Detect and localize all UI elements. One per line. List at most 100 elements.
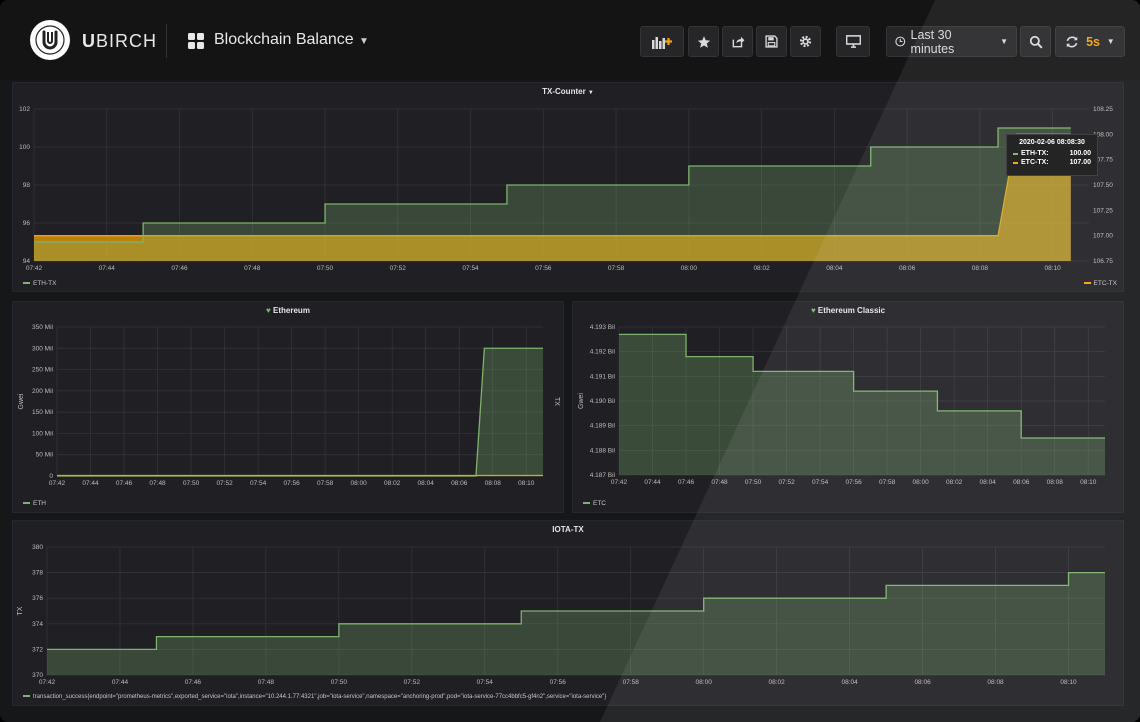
x-tick-label: 08:10 <box>1080 479 1097 486</box>
legend-item-eth-tx[interactable]: ETH-TX <box>23 280 56 287</box>
y-tick-label: 374 <box>32 621 43 628</box>
legend-item-etc[interactable]: ETC <box>583 500 606 507</box>
panel-title[interactable]: IOTA-TX <box>552 525 584 534</box>
legend-item-eth[interactable]: ETH <box>23 500 46 507</box>
refresh-button[interactable]: 5s ▼ <box>1055 26 1125 57</box>
x-tick-label: 08:02 <box>753 265 770 272</box>
share-dashboard-button[interactable] <box>722 26 753 57</box>
x-tick-label: 07:58 <box>317 480 334 487</box>
chevron-down-icon[interactable]: ▼ <box>359 36 369 47</box>
x-tick-label: 08:00 <box>696 679 713 686</box>
legend-item-etc-tx[interactable]: ETC-TX <box>1083 280 1117 287</box>
x-tick-label: 07:44 <box>82 480 99 487</box>
x-tick-label: 07:54 <box>250 480 267 487</box>
save-dashboard-button[interactable] <box>756 26 787 57</box>
x-tick-label: 08:08 <box>987 679 1004 686</box>
x-tick-label: 08:04 <box>418 480 435 487</box>
x-tick-label: 07:44 <box>112 679 129 686</box>
x-tick-label: 07:46 <box>171 265 188 272</box>
iota-series-area <box>47 572 1105 675</box>
x-tick-label: 07:52 <box>216 480 233 487</box>
x-tick-label: 07:48 <box>244 265 261 272</box>
y-tick-label: 378 <box>32 570 43 577</box>
zoom-out-button[interactable] <box>1020 26 1051 57</box>
refresh-interval-label: 5s <box>1086 34 1100 49</box>
x-tick-label: 07:52 <box>404 679 421 686</box>
tooltip-date: 2020-02-06 08:08:30 <box>1019 139 1085 146</box>
y2-tick-label: 108.00 <box>1093 131 1113 138</box>
x-tick-label: 07:48 <box>711 479 728 486</box>
top-navbar: UBIRCH Blockchain Balance ▼ <box>0 0 1140 80</box>
x-tick-label: 07:52 <box>390 265 407 272</box>
y-tick-label: 150 Mil <box>32 409 54 416</box>
monitor-icon <box>845 35 861 48</box>
star-dashboard-button[interactable] <box>688 26 719 57</box>
gear-icon <box>799 35 812 48</box>
y-tick-label: 102 <box>19 106 30 113</box>
navbar-divider <box>166 24 167 58</box>
x-tick-label: 07:48 <box>149 480 166 487</box>
x-tick-label: 07:46 <box>116 480 133 487</box>
y2-axis-label: TX <box>553 397 560 406</box>
x-tick-label: 08:00 <box>913 479 930 486</box>
dashboard-settings-button[interactable] <box>790 26 821 57</box>
x-tick-label: 07:42 <box>39 679 56 686</box>
y-tick-label: 376 <box>32 595 43 602</box>
chevron-down-icon: ▼ <box>1000 37 1008 46</box>
x-tick-label: 07:42 <box>611 479 628 486</box>
time-range-picker[interactable]: Last 30 minutes ▼ <box>886 26 1017 57</box>
y-tick-label: 250 Mil <box>32 367 54 374</box>
add-panel-button[interactable] <box>640 26 684 57</box>
x-tick-label: 07:54 <box>812 479 829 486</box>
x-tick-label: 07:50 <box>317 265 334 272</box>
x-tick-label: 08:06 <box>1013 479 1030 486</box>
x-tick-label: 07:50 <box>183 480 200 487</box>
iota-tx-chart[interactable]: 07:42 07:44 07:46 07:48 07:50 07:52 07:54 07:56… <box>13 521 1125 707</box>
x-tick-label: 08:10 <box>518 480 535 487</box>
legend-item-transaction-success[interactable]: transaction_success{endpoint="prometheus… <box>23 694 606 700</box>
x-tick-label: 07:56 <box>535 265 552 272</box>
refresh-icon <box>1066 36 1078 47</box>
panel-title[interactable]: ♥ Ethereum Classic <box>810 306 886 315</box>
ubirch-logo-icon <box>35 25 65 55</box>
tooltip-row: ETC-TX: 107.00 <box>1013 159 1091 166</box>
y-tick-label: 100 <box>19 144 30 151</box>
ethereum-classic-chart[interactable]: 07:42 07:44 07:46 07:48 07:50 07:52 07:54 07:56… <box>573 302 1125 514</box>
x-tick-label: 08:08 <box>1047 479 1064 486</box>
y-axis-label: Gwei <box>18 393 25 409</box>
x-tick-label: 07:46 <box>678 479 695 486</box>
y-tick-label: 94 <box>23 258 31 265</box>
y-tick-label: 4.191 Bil <box>590 373 616 380</box>
x-tick-label: 08:00 <box>681 265 698 272</box>
graph-tooltip: 2020-02-06 08:08:30 ETH-TX: 100.00 ETC-TX… <box>1006 134 1098 176</box>
panel-title[interactable]: ♥ Ethereum <box>266 306 310 315</box>
eth-tx-series-line <box>34 127 1071 243</box>
x-tick-label: 08:00 <box>351 480 368 487</box>
y2-tick-label: 107.25 <box>1093 207 1113 214</box>
ubirch-logo[interactable] <box>30 20 70 60</box>
x-tick-label: 07:42 <box>26 265 43 272</box>
x-tick-label: 07:44 <box>644 479 661 486</box>
cycle-view-mode-button[interactable] <box>836 26 870 57</box>
tx-counter-chart[interactable]: 07:42 07:44 07:46 07:48 07:50 07:52 07:54 07:56… <box>13 83 1125 293</box>
etc-series-area <box>619 334 1105 475</box>
x-tick-label: 08:06 <box>899 265 916 272</box>
x-tick-label: 08:06 <box>914 679 931 686</box>
x-tick-label: 07:42 <box>49 480 66 487</box>
etc-series-line <box>619 333 1105 439</box>
dashboard-grid-icon <box>188 33 204 49</box>
x-tick-label: 07:44 <box>99 265 116 272</box>
x-tick-label: 08:02 <box>946 479 963 486</box>
iota-series-line <box>47 571 1105 651</box>
panel-title[interactable]: TX-Counter ▼ <box>542 87 594 96</box>
y2-tick-label: 107.00 <box>1093 233 1113 240</box>
y-tick-label: 96 <box>23 220 31 227</box>
panel-tx-counter: TX-Counter ▼ 07:42 07:44 07:46 07:48 07:50 07… <box>12 82 1124 292</box>
dashboard-title[interactable]: Blockchain Balance <box>214 31 354 48</box>
y-tick-label: 0 <box>49 473 53 480</box>
chevron-down-icon: ▼ <box>1106 37 1115 46</box>
ethereum-chart[interactable]: 07:42 07:44 07:46 07:48 07:50 07:52 07:54 07:56… <box>13 302 565 514</box>
x-tick-label: 07:50 <box>331 679 348 686</box>
x-tick-label: 07:50 <box>745 479 762 486</box>
